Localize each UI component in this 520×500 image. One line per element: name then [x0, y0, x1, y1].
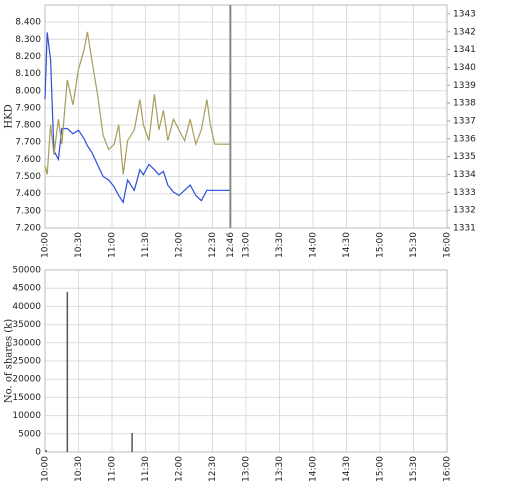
y2-tick-label: 1332: [453, 206, 476, 216]
volume-bar: [131, 433, 133, 452]
price-line: [44, 32, 231, 204]
volume-bar: [66, 291, 69, 452]
y-tick-label: 8.200: [15, 52, 41, 62]
y2-tick-label: 1339: [453, 81, 476, 91]
y-tick-label: 10000: [12, 411, 41, 421]
y2-tick-label: 1337: [453, 116, 476, 126]
x-tick-label: 12:30: [208, 232, 218, 258]
x-tick-label: 12:30: [208, 456, 218, 482]
x-tick-label: 15:30: [409, 232, 419, 258]
y2-tick-label: 1331: [453, 224, 476, 234]
x-tick-label: 15:00: [376, 456, 386, 482]
y2-tick-label: 1338: [453, 99, 476, 109]
y2-tick-label: 1334: [453, 170, 476, 180]
x-tick-label: 10:30: [74, 456, 84, 482]
y-tick-label: 7.200: [15, 224, 41, 234]
y-tick-label: 0: [35, 448, 41, 458]
y-tick-label: 8.300: [15, 35, 41, 45]
y-tick-label: 8.400: [15, 18, 41, 28]
x-tick-label: 11:30: [141, 456, 151, 482]
current-time-label: 12:46: [226, 232, 236, 258]
x-tick-label: 16:00: [443, 456, 453, 482]
x-tick-label: 11:00: [108, 456, 118, 482]
y2-tick-label: 1341: [453, 45, 476, 55]
y-tick-label: 40000: [12, 302, 41, 312]
y-axis-label: HKD: [4, 104, 15, 128]
y-tick-label: 35000: [12, 320, 41, 330]
x-tick-label: 13:30: [275, 456, 285, 482]
y-tick-label: 30000: [12, 338, 41, 348]
y-tick-label: 7.300: [15, 206, 41, 216]
x-tick-label: 15:30: [409, 456, 419, 482]
y2-tick-label: 1336: [453, 134, 476, 144]
x-tick-label: 13:30: [275, 232, 285, 258]
y-tick-label: 5000: [18, 429, 41, 439]
y2-tick-label: 1343: [453, 9, 476, 19]
plot-frame: [44, 4, 448, 229]
y2-tick-label: 1342: [453, 27, 476, 37]
y-tick-label: 7.900: [15, 103, 41, 113]
y-tick-label: 7.400: [15, 189, 41, 199]
x-tick-label: 15:00: [376, 232, 386, 258]
y-tick-label: 20000: [12, 375, 41, 385]
y2-tick-label: 1340: [453, 63, 476, 73]
y-tick-label: 15000: [12, 393, 41, 403]
y2-tick-label: 1335: [453, 152, 476, 162]
x-tick-label: 14:30: [342, 456, 352, 482]
y-axis-label: No. of shares (k): [4, 319, 15, 403]
price-line: [44, 31, 231, 175]
y-tick-label: 7.700: [15, 138, 41, 148]
y-tick-label: 8.000: [15, 86, 41, 96]
x-tick-label: 13:00: [242, 456, 252, 482]
y-tick-label: 8.100: [15, 69, 41, 79]
y-tick-label: 7.600: [15, 155, 41, 165]
y-tick-label: 45000: [12, 284, 41, 294]
x-tick-label: 16:00: [443, 232, 453, 258]
y-tick-label: 7.500: [15, 172, 41, 182]
x-tick-label: 12:00: [175, 232, 185, 258]
y-tick-label: 25000: [12, 357, 41, 367]
x-tick-label: 10:00: [41, 232, 51, 258]
x-tick-label: 14:00: [309, 232, 319, 258]
y-tick-label: 7.800: [15, 121, 41, 131]
y2-tick-label: 1333: [453, 188, 476, 198]
x-tick-label: 14:00: [309, 456, 319, 482]
volume-bar: [45, 450, 47, 452]
x-tick-label: 13:00: [242, 232, 252, 258]
x-tick-label: 10:00: [41, 456, 51, 482]
x-tick-label: 12:00: [175, 456, 185, 482]
x-tick-label: 11:00: [108, 232, 118, 258]
x-tick-label: 10:30: [74, 232, 84, 258]
x-tick-label: 14:30: [342, 232, 352, 258]
plot-frame: [44, 269, 448, 453]
x-tick-label: 11:30: [141, 232, 151, 258]
y-tick-label: 50000: [12, 266, 41, 276]
